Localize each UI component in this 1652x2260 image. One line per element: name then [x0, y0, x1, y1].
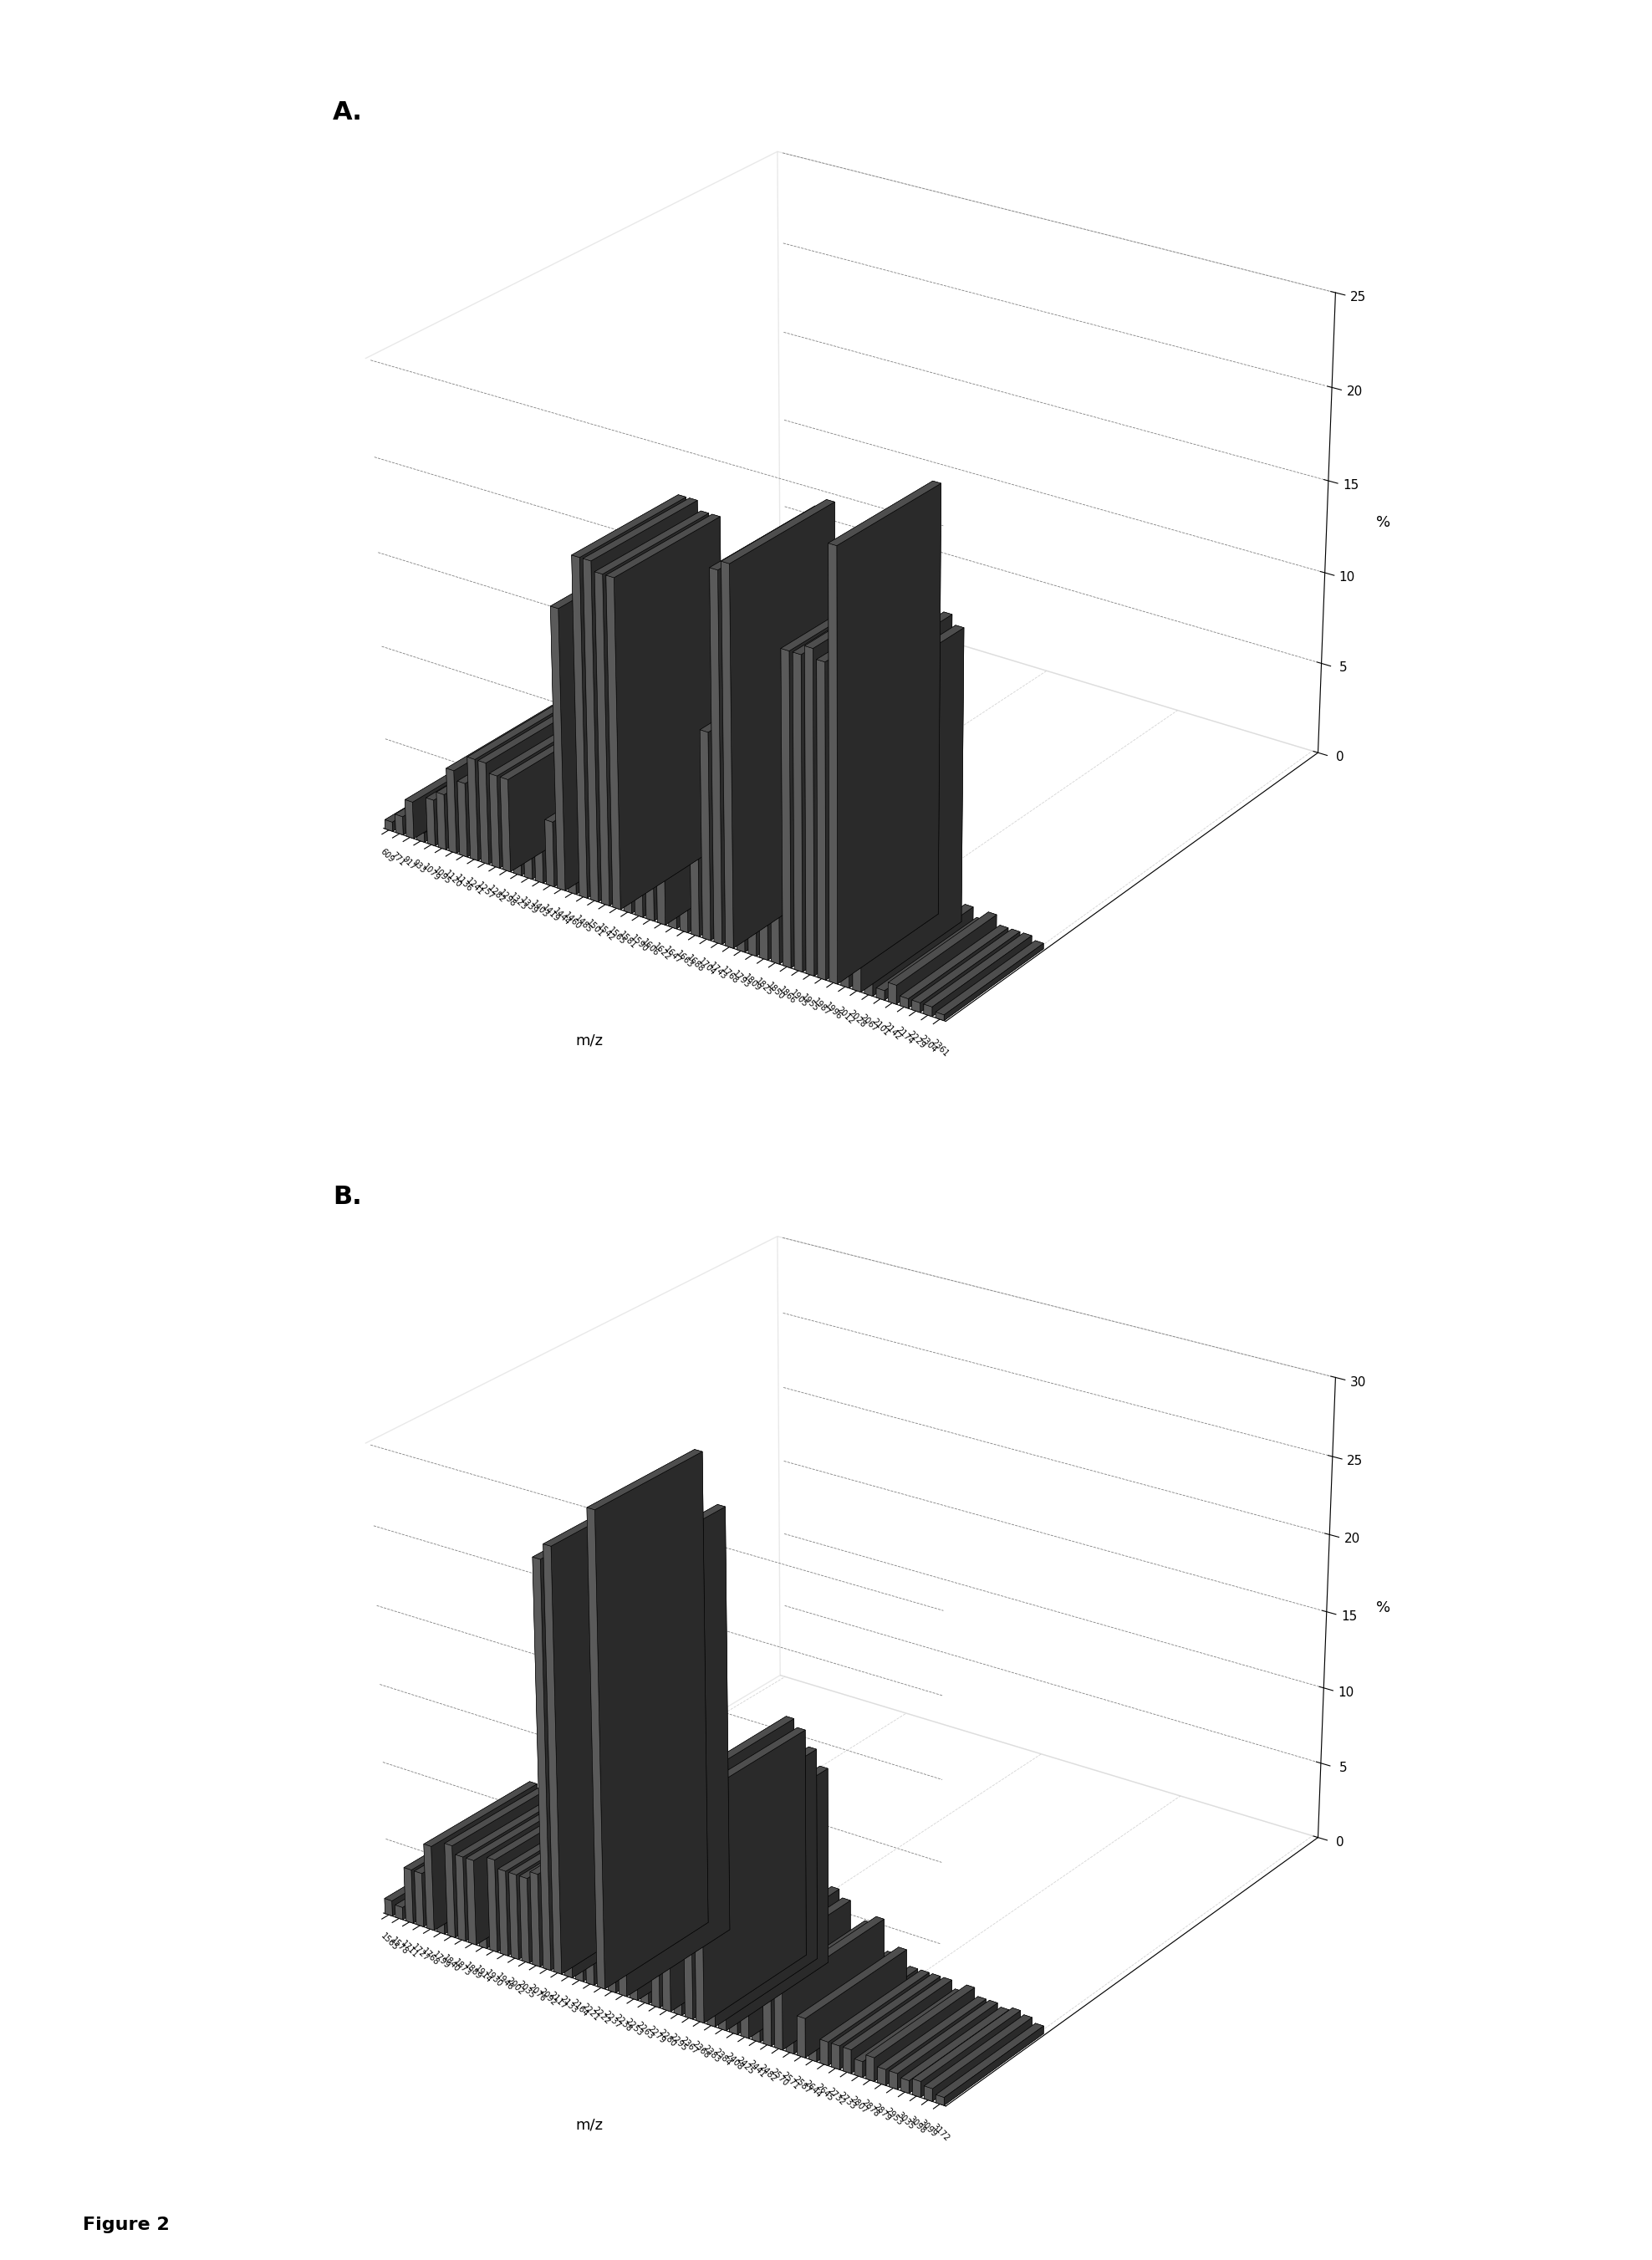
X-axis label: m/z: m/z	[575, 2118, 603, 2133]
Text: B.: B.	[332, 1184, 362, 1209]
X-axis label: m/z: m/z	[575, 1033, 603, 1049]
Text: Figure 2: Figure 2	[83, 2217, 170, 2233]
Text: A.: A.	[332, 99, 363, 124]
